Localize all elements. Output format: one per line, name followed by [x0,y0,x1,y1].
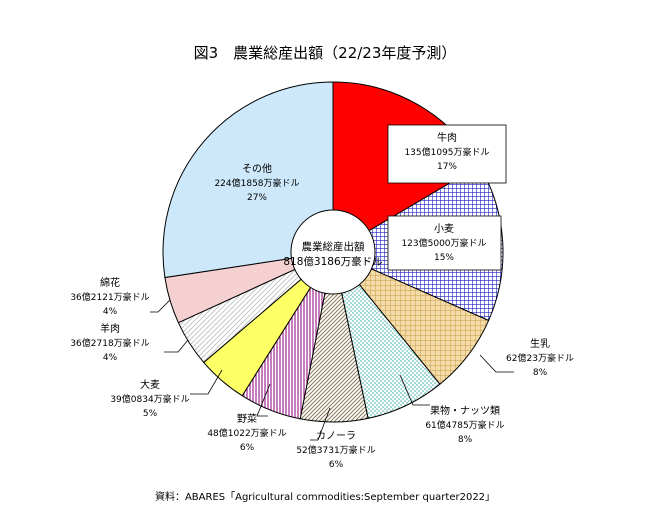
slice-label-percent: 27% [247,193,267,203]
slice-label-name: カノーラ [316,430,356,442]
leader-line [190,369,223,395]
slice-label-value: 224億1858万豪ドル [214,177,299,189]
slice-label-percent: 4% [103,353,118,363]
slice-label-name: その他 [242,162,272,175]
leader-line [310,407,331,441]
slice-label-value: 36億2718万豪ドル [70,337,149,349]
pie-slices [162,81,504,423]
slice-label-name: 生乳 [530,337,550,350]
slice-label-value: 123億5000万豪ドル [401,237,486,249]
chart-title: 図3 農業総産出額（22/23年度予測） [194,44,457,62]
slice-label-value: 52億3731万豪ドル [296,444,375,456]
slice-label-value: 39億0834万豪ドル [110,393,189,405]
slice-label-percent: 15% [434,253,454,263]
leader-line [479,354,514,373]
slice-label-percent: 17% [437,162,457,172]
source-note: 資料：ABARES「Agricultural commodities:Septe… [155,490,495,503]
leader-line [150,299,171,313]
slice-label-name: 羊肉 [100,322,120,335]
slice-label-name: 大麦 [140,378,160,391]
center-label-name: 農業総産出額 [302,240,365,253]
slice-label-value: 135億1095万豪ドル [404,146,489,158]
slice-label-percent: 6% [240,443,255,453]
slice-label-name: 牛肉 [437,131,457,144]
slice-label-percent: 5% [143,409,158,419]
slice-label-value: 36億2121万豪ドル [70,291,149,303]
slice-label-percent: 8% [458,435,473,445]
pie-slice [162,81,334,279]
leader-line [399,374,430,406]
center-hole [290,209,376,295]
slice-label-name: 果物・ナッツ類 [430,404,500,417]
slice-label-percent: 4% [103,307,118,317]
leader-lines [150,299,514,441]
slice-labels: 牛肉 135億1095万豪ドル 17% 小麦 123億5000万豪ドル 15% 生乳 62億2… [70,124,574,470]
slice-label-value: 62億23万豪ドル [506,352,574,364]
slice-label-name: 野菜 [237,413,257,425]
slice-label-value: 61億4785万豪ドル [425,419,504,431]
center-label-value: 818億3186万豪ドル [283,255,382,268]
slice-label-percent: 6% [329,460,344,470]
slice-label-value: 48億1022万豪ドル [207,427,286,439]
slice-label-name: 綿花 [100,276,120,289]
leader-line [164,339,189,353]
slice-label-box [387,124,507,184]
slice-label-name: 小麦 [434,223,454,235]
slice-label-box [387,215,502,271]
slice-label-percent: 8% [533,368,548,378]
leader-line [256,383,271,417]
